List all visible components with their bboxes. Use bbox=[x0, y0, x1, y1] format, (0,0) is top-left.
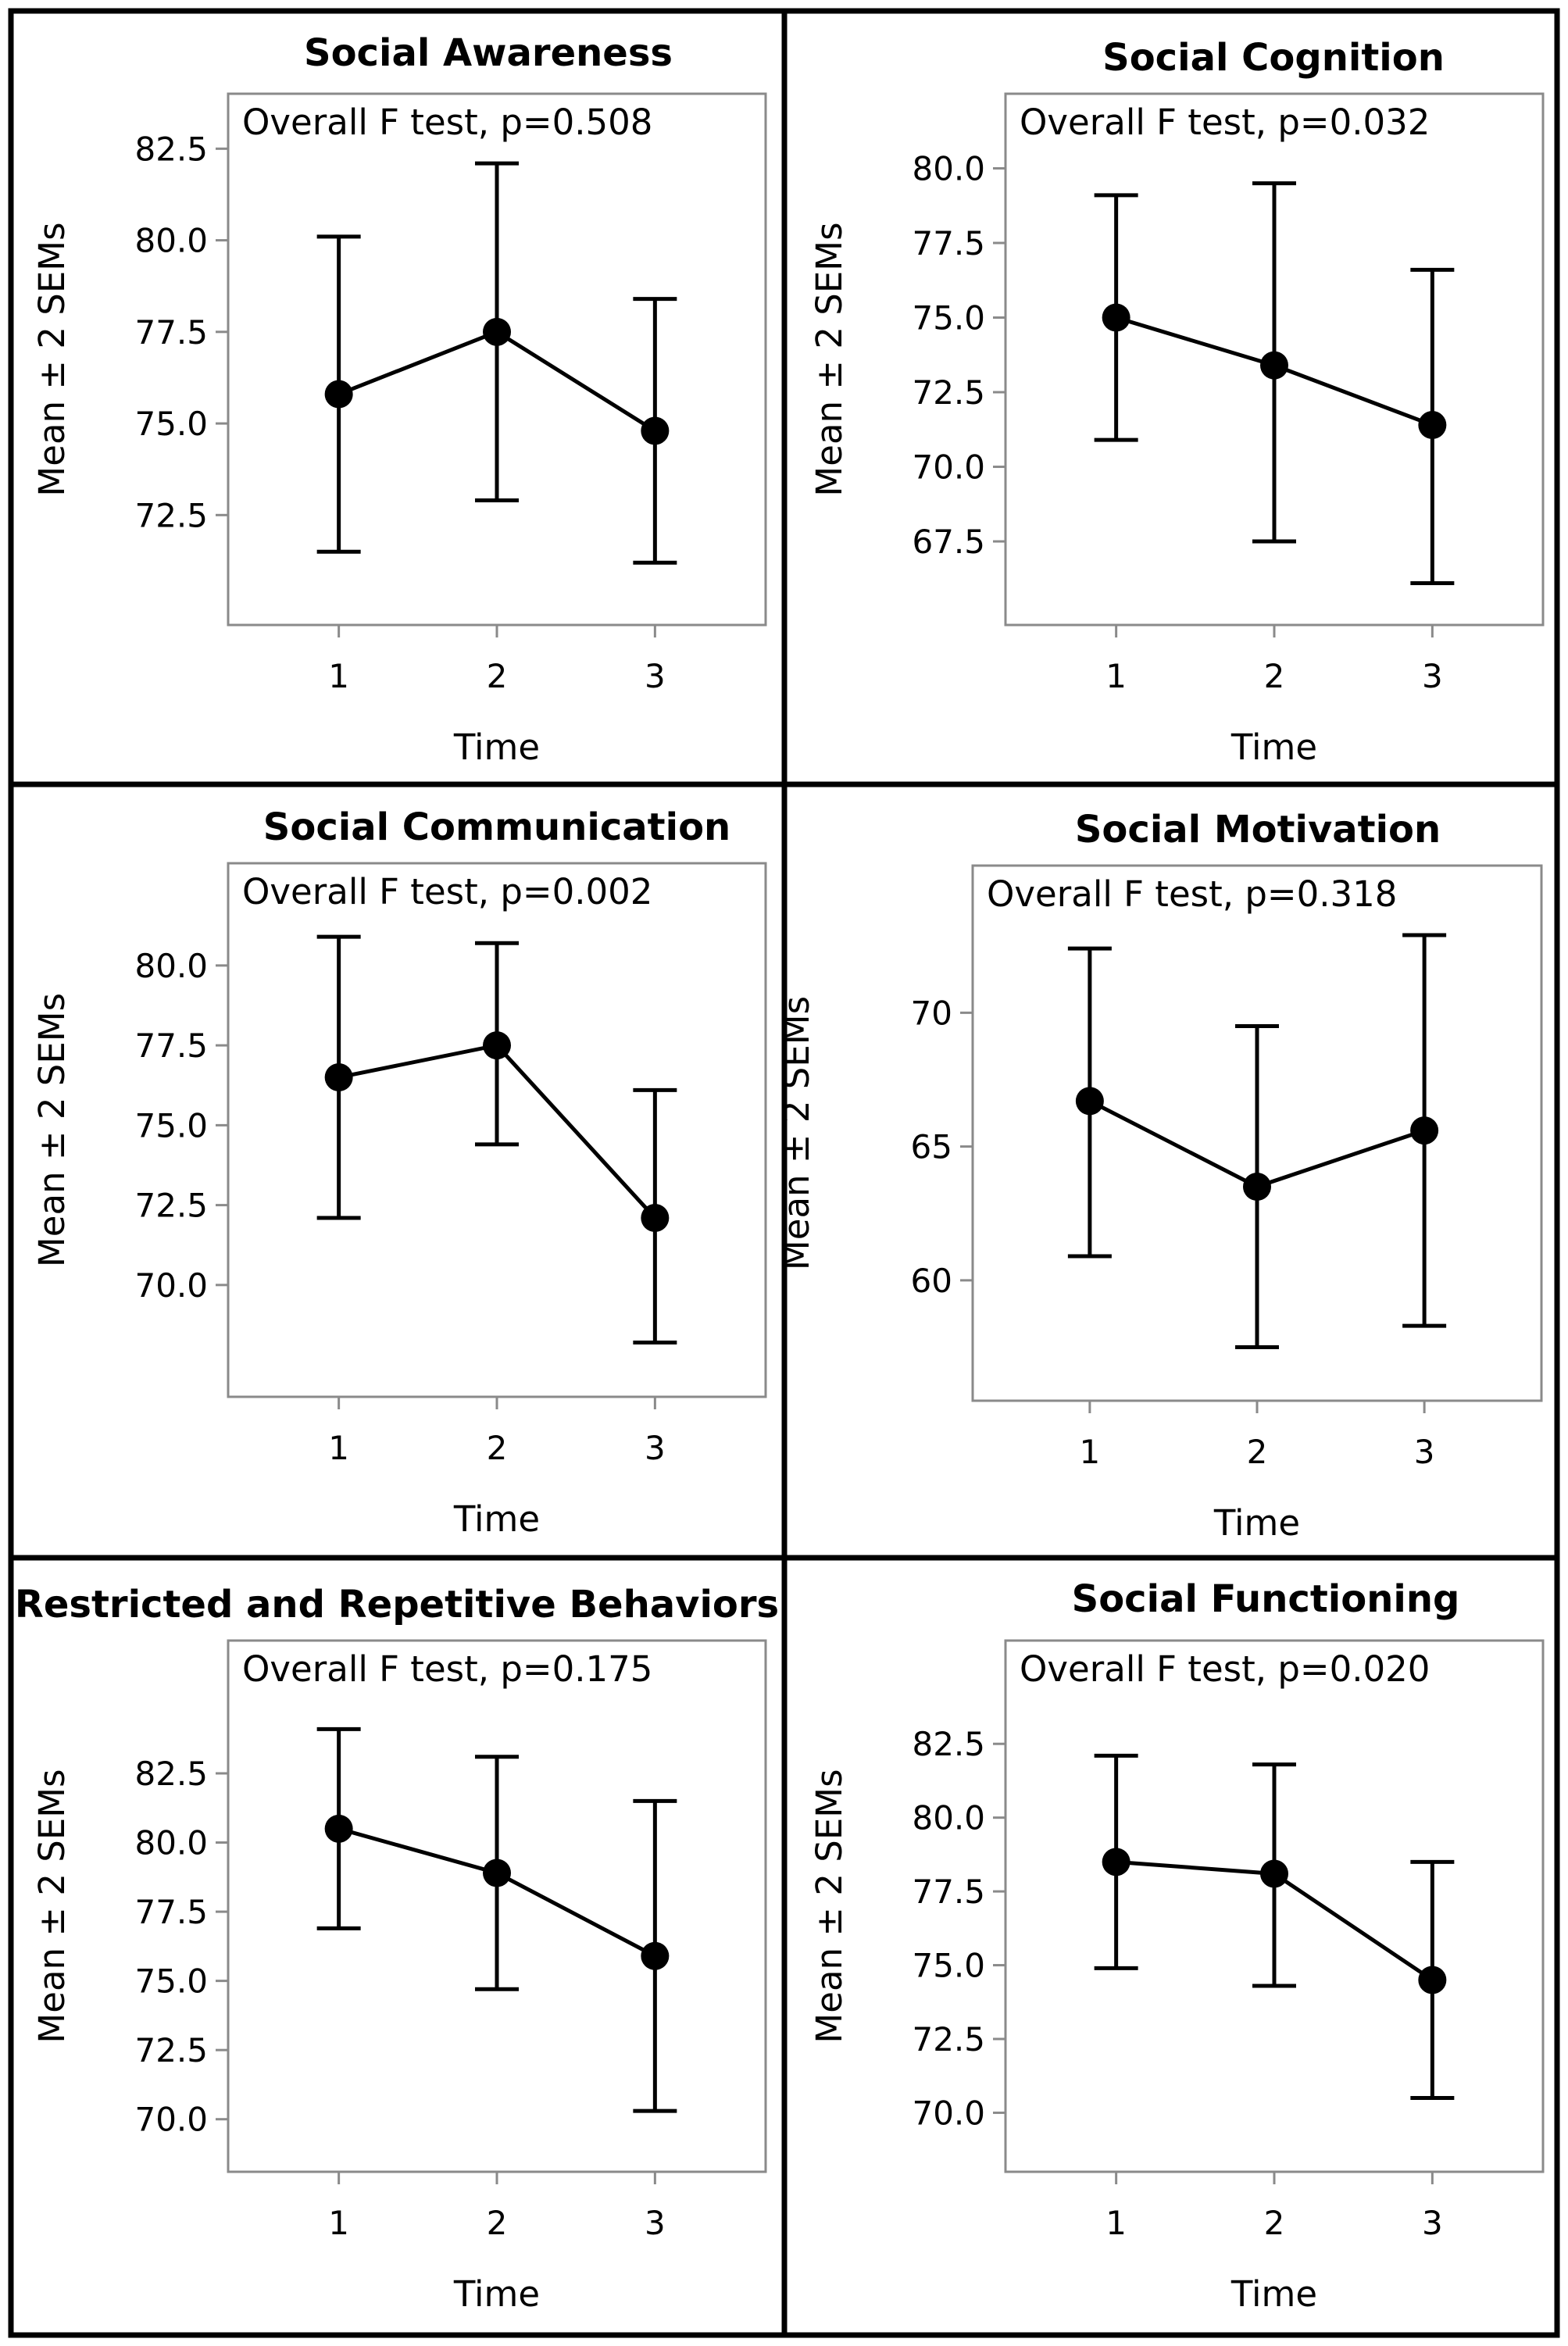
y-tick-label: 72.5 bbox=[134, 2031, 208, 2069]
y-axis-label: Mean ± 2 SEMs bbox=[809, 1769, 850, 2043]
x-tick-label: 1 bbox=[328, 2204, 349, 2242]
mean-marker bbox=[1260, 1859, 1288, 1888]
y-tick-label: 70.0 bbox=[134, 2101, 208, 2139]
y-tick-label: 70 bbox=[911, 994, 952, 1032]
f-test-annotation: Overall F test, p=0.508 bbox=[242, 102, 652, 143]
mean-marker bbox=[324, 1814, 353, 1843]
y-axis-label: Mean ± 2 SEMs bbox=[776, 996, 817, 1270]
x-tick-label: 3 bbox=[645, 1429, 666, 1467]
panel-1: Social Awareness Overall F test, p=0.508 7… bbox=[31, 31, 767, 768]
f-test-annotation: Overall F test, p=0.032 bbox=[1020, 102, 1430, 143]
panel-3: Social Communication Overall F test, p=0.… bbox=[31, 805, 767, 1540]
f-test-annotation: Overall F test, p=0.175 bbox=[242, 1648, 652, 1690]
mean-marker bbox=[1410, 1116, 1439, 1145]
x-axis-label: Time bbox=[453, 727, 540, 768]
x-tick-label: 3 bbox=[1414, 1433, 1435, 1471]
mean-marker bbox=[641, 1203, 670, 1232]
mean-marker bbox=[483, 317, 511, 346]
x-tick-label: 3 bbox=[645, 657, 666, 695]
x-axis-label: Time bbox=[1213, 1502, 1300, 1544]
x-tick-label: 3 bbox=[645, 2204, 666, 2242]
x-tick-label: 1 bbox=[328, 1429, 349, 1467]
panel-title: Social Functioning bbox=[1072, 1577, 1460, 1621]
y-tick-label: 82.5 bbox=[912, 1725, 985, 1763]
panel-title: Social Cognition bbox=[1102, 36, 1445, 80]
y-axis-label: Mean ± 2 SEMs bbox=[809, 222, 850, 496]
panel-2: Social Cognition Overall F test, p=0.032 6… bbox=[809, 36, 1545, 768]
f-test-annotation: Overall F test, p=0.020 bbox=[1020, 1648, 1430, 1690]
mean-marker bbox=[1418, 1966, 1447, 1994]
panel-title: Social Awareness bbox=[304, 31, 673, 75]
panel-4: Social Motivation Overall F test, p=0.318… bbox=[776, 808, 1543, 1544]
y-tick-label: 70.0 bbox=[134, 1266, 208, 1305]
y-tick-label: 72.5 bbox=[134, 1187, 208, 1225]
panel-title: Restricted and Repetitive Behaviors bbox=[15, 1583, 779, 1626]
mean-marker bbox=[1102, 1848, 1130, 1876]
x-tick-label: 1 bbox=[1080, 1433, 1101, 1471]
mean-marker bbox=[483, 1031, 511, 1060]
x-tick-label: 3 bbox=[1422, 657, 1443, 695]
y-tick-label: 75.0 bbox=[912, 1947, 985, 1985]
mean-marker bbox=[641, 1941, 670, 1970]
mean-marker bbox=[1418, 411, 1447, 440]
x-tick-label: 1 bbox=[1105, 2204, 1127, 2242]
x-axis-label: Time bbox=[1230, 2273, 1317, 2315]
y-tick-label: 72.5 bbox=[912, 373, 985, 412]
y-tick-label: 77.5 bbox=[134, 1027, 208, 1065]
f-test-annotation: Overall F test, p=0.318 bbox=[987, 873, 1397, 915]
panels: Social Awareness Overall F test, p=0.508 7… bbox=[15, 31, 1545, 2315]
y-tick-label: 60 bbox=[911, 1262, 952, 1300]
y-tick-label: 80.0 bbox=[134, 1824, 208, 1862]
mean-marker bbox=[1075, 1087, 1104, 1116]
panel-title: Social Communication bbox=[263, 805, 730, 849]
x-tick-label: 2 bbox=[1264, 2204, 1285, 2242]
y-tick-label: 70.0 bbox=[912, 2094, 985, 2132]
y-tick-label: 65 bbox=[911, 1128, 952, 1166]
x-tick-label: 1 bbox=[328, 657, 349, 695]
mean-marker bbox=[641, 416, 670, 445]
y-tick-label: 82.5 bbox=[134, 130, 208, 168]
y-axis-label: Mean ± 2 SEMs bbox=[31, 1769, 73, 2043]
x-tick-label: 2 bbox=[487, 1429, 508, 1467]
mean-marker bbox=[324, 1063, 353, 1092]
y-tick-label: 80.0 bbox=[912, 150, 985, 188]
panel-6: Social Functioning Overall F test, p=0.02… bbox=[809, 1577, 1545, 2315]
x-axis-label: Time bbox=[1230, 727, 1317, 768]
mean-marker bbox=[483, 1859, 511, 1887]
y-tick-label: 75.0 bbox=[134, 1106, 208, 1144]
y-tick-label: 72.5 bbox=[912, 2020, 985, 2059]
y-axis-label: Mean ± 2 SEMs bbox=[31, 222, 73, 496]
y-tick-label: 72.5 bbox=[134, 496, 208, 534]
mean-marker bbox=[324, 380, 353, 409]
x-tick-label: 2 bbox=[487, 657, 508, 695]
y-axis-label: Mean ± 2 SEMs bbox=[31, 993, 73, 1267]
x-tick-label: 3 bbox=[1422, 2204, 1443, 2242]
y-tick-label: 80.0 bbox=[912, 1799, 985, 1837]
x-tick-label: 1 bbox=[1105, 657, 1127, 695]
y-tick-label: 77.5 bbox=[912, 224, 985, 262]
panel-5: Restricted and Repetitive Behaviors Overa… bbox=[15, 1583, 779, 2315]
x-tick-label: 2 bbox=[1264, 657, 1285, 695]
y-tick-label: 80.0 bbox=[134, 947, 208, 985]
y-tick-label: 75.0 bbox=[912, 299, 985, 337]
y-tick-label: 75.0 bbox=[134, 405, 208, 443]
panel-title: Social Motivation bbox=[1075, 808, 1441, 852]
mean-marker bbox=[1102, 303, 1130, 332]
f-test-annotation: Overall F test, p=0.002 bbox=[242, 871, 652, 912]
mean-marker bbox=[1260, 351, 1288, 380]
y-tick-label: 82.5 bbox=[134, 1755, 208, 1793]
x-tick-label: 2 bbox=[1247, 1433, 1268, 1471]
x-axis-label: Time bbox=[453, 2273, 540, 2315]
x-axis-label: Time bbox=[453, 1498, 540, 1540]
y-tick-label: 77.5 bbox=[134, 1893, 208, 1931]
y-tick-label: 75.0 bbox=[134, 1962, 208, 2001]
y-tick-label: 77.5 bbox=[134, 313, 208, 352]
y-tick-label: 67.5 bbox=[912, 523, 985, 561]
y-tick-label: 77.5 bbox=[912, 1873, 985, 1911]
mean-marker bbox=[1243, 1173, 1271, 1201]
y-tick-label: 80.0 bbox=[134, 222, 208, 260]
y-tick-label: 70.0 bbox=[912, 448, 985, 487]
x-tick-label: 2 bbox=[487, 2204, 508, 2242]
